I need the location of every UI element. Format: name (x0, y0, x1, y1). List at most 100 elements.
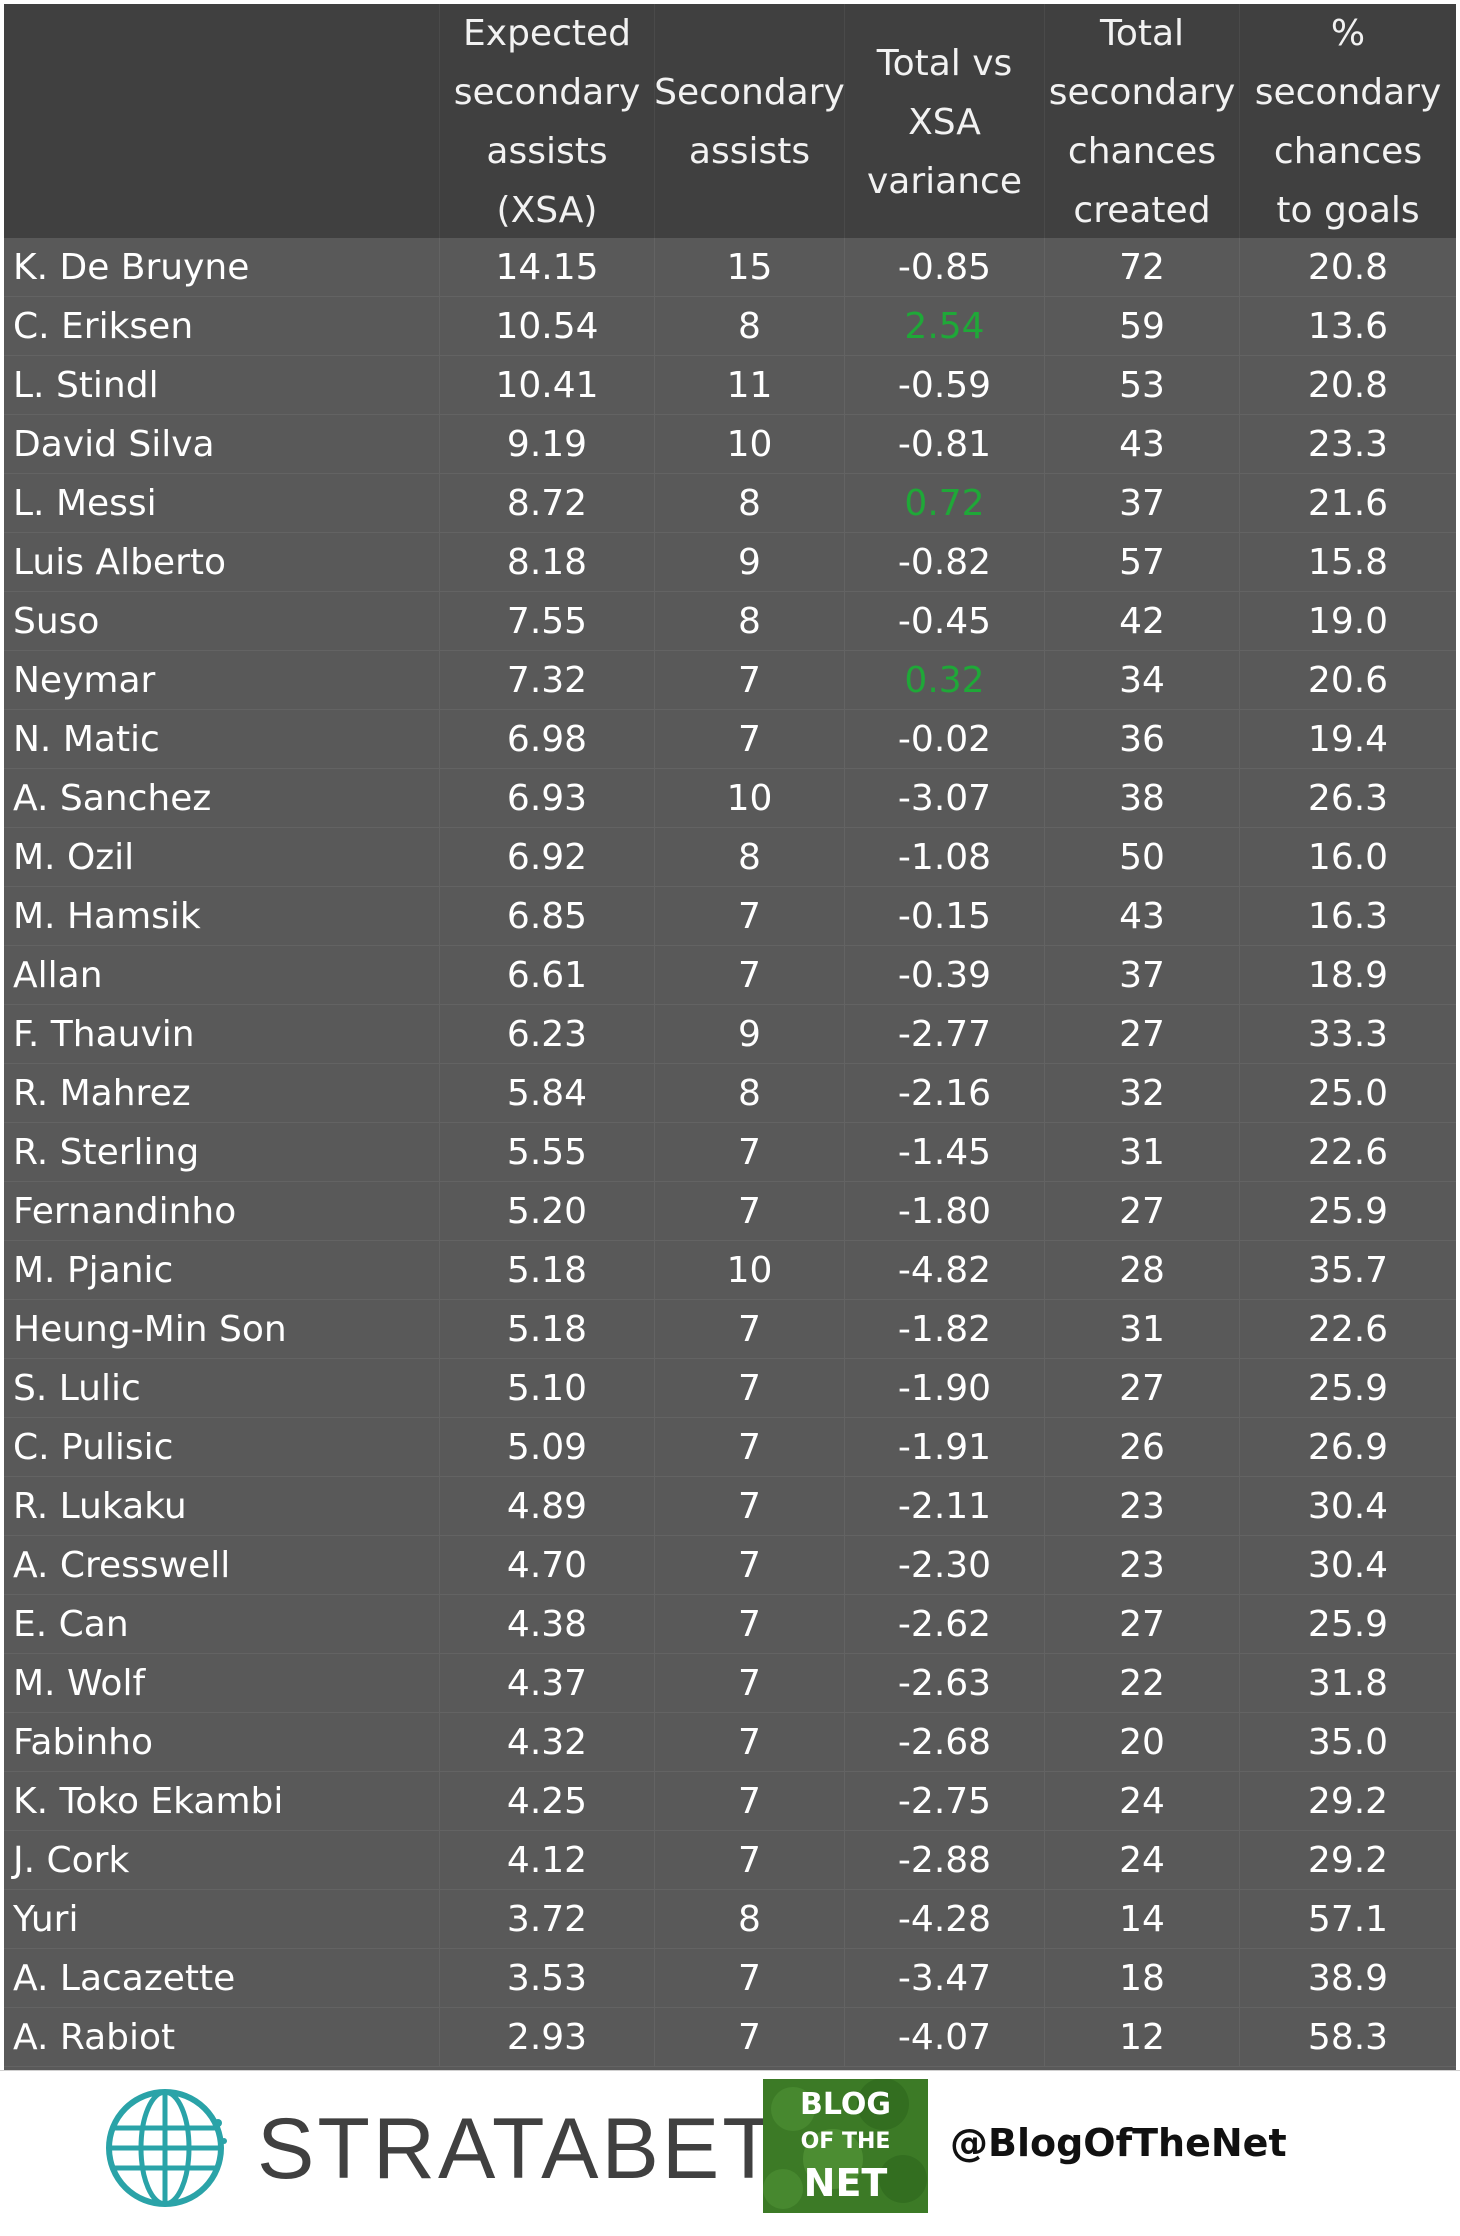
player-name: A. Sanchez (13, 777, 212, 819)
player-name: R. Sterling (13, 1131, 200, 1173)
table-cell: 58.3 (1239, 2008, 1456, 2066)
table-cell: 50 (1044, 828, 1239, 886)
player-name: Suso (13, 600, 100, 642)
player-name: M. Wolf (13, 1662, 146, 1704)
table-row: Heung-Min Son 5.18 7 -1.82 31 22.6 (4, 1300, 1456, 1359)
table-row: R. Mahrez 5.84 8 -2.16 32 25.0 (4, 1064, 1456, 1123)
table-cell: 7 (654, 651, 844, 709)
table-row: J. Cork 4.12 7 -2.88 24 29.2 (4, 1831, 1456, 1890)
table-cell: 19.0 (1239, 592, 1456, 650)
table-cell: 10 (654, 1241, 844, 1299)
table-cell: -2.77 (844, 1005, 1044, 1063)
table-cell: 53 (1044, 356, 1239, 414)
player-name: N. Matic (13, 718, 160, 760)
table-cell: 7 (654, 1654, 844, 1712)
table-cell: 25.9 (1239, 1359, 1456, 1417)
table-cell: -4.82 (844, 1241, 1044, 1299)
table-cell: 57 (1044, 533, 1239, 591)
table-row: Luis Alberto 8.18 9 -0.82 57 15.8 (4, 533, 1456, 592)
table-cell: 9 (654, 1005, 844, 1063)
table-cell: 7 (654, 1418, 844, 1476)
table-cell: 72 (1044, 238, 1239, 296)
player-name: R. Lukaku (13, 1485, 187, 1527)
stats-table: Expected secondary assists (XSA) Secondar… (4, 4, 1456, 2070)
table-cell: 20.8 (1239, 238, 1456, 296)
badge-line-2: OF THE (800, 2129, 891, 2154)
column-header: Total vs XSA variance (844, 4, 1044, 240)
table-cell: 43 (1044, 887, 1239, 945)
grass-texture (763, 2079, 928, 2213)
table-cell: 6.61 (439, 946, 654, 1004)
table-cell: -0.81 (844, 415, 1044, 473)
table-row: S. Lulic 5.10 7 -1.90 27 25.9 (4, 1359, 1456, 1418)
table-cell: 7 (654, 1772, 844, 1830)
table-cell: -4.07 (844, 2008, 1044, 2066)
table-cell: 16.3 (1239, 887, 1456, 945)
table-cell: 28 (1044, 1241, 1239, 1299)
badge-line-1: BLOG (799, 2087, 892, 2122)
table-cell: 14.15 (439, 238, 654, 296)
table-row: Neymar 7.32 7 0.32 34 20.6 (4, 651, 1456, 710)
table-cell: 7 (654, 1536, 844, 1594)
table-cell: 18.9 (1239, 946, 1456, 1004)
table-cell: -0.82 (844, 533, 1044, 591)
table-row: K. Toko Ekambi 4.25 7 -2.75 24 29.2 (4, 1772, 1456, 1831)
table-cell: 59 (1044, 297, 1239, 355)
table-cell: 23.3 (1239, 415, 1456, 473)
table-row: R. Sterling 5.55 7 -1.45 31 22.6 (4, 1123, 1456, 1182)
table-cell: 5.55 (439, 1123, 654, 1181)
table-cell: -0.39 (844, 946, 1044, 1004)
table-row: C. Pulisic 5.09 7 -1.91 26 26.9 (4, 1418, 1456, 1477)
column-header: Secondary assists (654, 4, 845, 240)
table-cell: 7 (654, 1123, 844, 1181)
table-cell: 38 (1044, 769, 1239, 827)
table-row: A. Lacazette 3.53 7 -3.47 18 38.9 (4, 1949, 1456, 2008)
table-cell: 0.72 (844, 474, 1044, 532)
table-cell: 7 (654, 1359, 844, 1417)
table-cell: -0.45 (844, 592, 1044, 650)
table-cell: -1.91 (844, 1418, 1044, 1476)
table-cell: 31.8 (1239, 1654, 1456, 1712)
table-row: E. Can 4.38 7 -2.62 27 25.9 (4, 1595, 1456, 1654)
table-row: C. Eriksen 10.54 8 2.54 59 13.6 (4, 297, 1456, 356)
table-cell: 25.0 (1239, 1064, 1456, 1122)
table-cell: 6.93 (439, 769, 654, 827)
table-row: Fabinho 4.32 7 -2.68 20 35.0 (4, 1713, 1456, 1772)
player-name: M. Ozil (13, 836, 135, 878)
player-name: J. Cork (13, 1839, 130, 1881)
table-cell: 5.10 (439, 1359, 654, 1417)
table-cell: 4.38 (439, 1595, 654, 1653)
table-cell: 6.23 (439, 1005, 654, 1063)
table-row: K. De Bruyne 14.15 15 -0.85 72 20.8 (4, 238, 1456, 297)
table-cell: 5.20 (439, 1182, 654, 1240)
table-row: M. Pjanic 5.18 10 -4.82 28 35.7 (4, 1241, 1456, 1300)
table-cell: 4.70 (439, 1536, 654, 1594)
table-cell: 3.53 (439, 1949, 654, 2007)
table-cell: 7 (654, 1831, 844, 1889)
table-cell: 7 (654, 887, 844, 945)
table-cell: 6.92 (439, 828, 654, 886)
table-cell: -2.62 (844, 1595, 1044, 1653)
player-name: L. Messi (13, 482, 157, 524)
blog-of-the-net-badge: BLOG OF THE NET (763, 2079, 928, 2213)
player-name: Allan (13, 954, 103, 996)
table-cell: 4.32 (439, 1713, 654, 1771)
table-cell: 20.6 (1239, 651, 1456, 709)
table-cell: 26 (1044, 1418, 1239, 1476)
player-name: C. Pulisic (13, 1426, 174, 1468)
table-cell: 2.54 (844, 297, 1044, 355)
table-cell: 7 (654, 710, 844, 768)
globe-icon (106, 2089, 227, 2207)
table-cell: 4.12 (439, 1831, 654, 1889)
table-cell: 5.18 (439, 1241, 654, 1299)
table-cell: -1.45 (844, 1123, 1044, 1181)
table-row: Yuri 3.72 8 -4.28 14 57.1 (4, 1890, 1456, 1949)
table-cell: -2.30 (844, 1536, 1044, 1594)
table-cell: 7.32 (439, 651, 654, 709)
table-cell: 7.55 (439, 592, 654, 650)
table-row: M. Ozil 6.92 8 -1.08 50 16.0 (4, 828, 1456, 887)
player-name: A. Lacazette (13, 1957, 236, 1999)
stratabet-logo: STRATABET (100, 2083, 775, 2213)
player-name: F. Thauvin (13, 1013, 195, 1055)
